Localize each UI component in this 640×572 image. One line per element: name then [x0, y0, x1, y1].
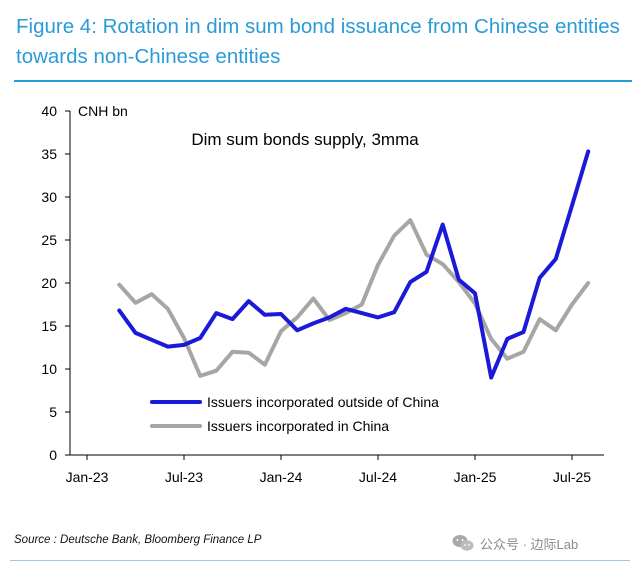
series-line-outside-china	[117, 149, 591, 380]
legend-label: Issuers incorporated outside of China	[207, 394, 439, 410]
y-tick-label: 15	[41, 318, 57, 334]
legend: Issuers incorporated outside of China Iss…	[150, 394, 439, 434]
x-tick-label: Jan-25	[454, 469, 497, 485]
y-tick-label: 0	[49, 447, 57, 463]
chart-title: Dim sum bonds supply, 3mma	[191, 130, 419, 149]
y-tick-label: 10	[41, 361, 57, 377]
y-tick-label: 25	[41, 232, 57, 248]
watermark-text: 公众号 · 边际Lab	[480, 536, 579, 552]
y-tick-label: 20	[41, 275, 57, 291]
source-note: Source : Deutsche Bank, Bloomberg Financ…	[14, 534, 262, 546]
x-tick-label: Jul-25	[553, 469, 591, 485]
series-line-in-china	[117, 218, 591, 378]
y-tick-label: 5	[49, 404, 57, 420]
y-tick-label: 35	[41, 146, 57, 162]
footer-rule	[10, 560, 630, 561]
x-tick-label: Jan-23	[66, 469, 109, 485]
y-tick-label: 40	[41, 103, 57, 119]
y-tick-label: 30	[41, 189, 57, 205]
title-rule	[14, 80, 632, 82]
figure-title: Figure 4: Rotation in dim sum bond issua…	[16, 15, 620, 68]
y-unit-label: CNH bn	[78, 103, 128, 119]
watermark: 公众号 · 边际Lab	[452, 530, 628, 556]
x-ticks: Jan-23 Jul-23 Jan-24 Jul-24 Jan-25 Jul-25	[66, 455, 591, 485]
x-tick-label: Jul-23	[165, 469, 203, 485]
x-tick-label: Jul-24	[359, 469, 397, 485]
wechat-icon	[452, 535, 474, 551]
series-lines	[117, 149, 591, 380]
y-ticks: 0 5 10 15 20 25 30 35 40	[41, 103, 70, 463]
legend-label: Issuers incorporated in China	[207, 418, 389, 434]
x-tick-label: Jan-24	[260, 469, 303, 485]
